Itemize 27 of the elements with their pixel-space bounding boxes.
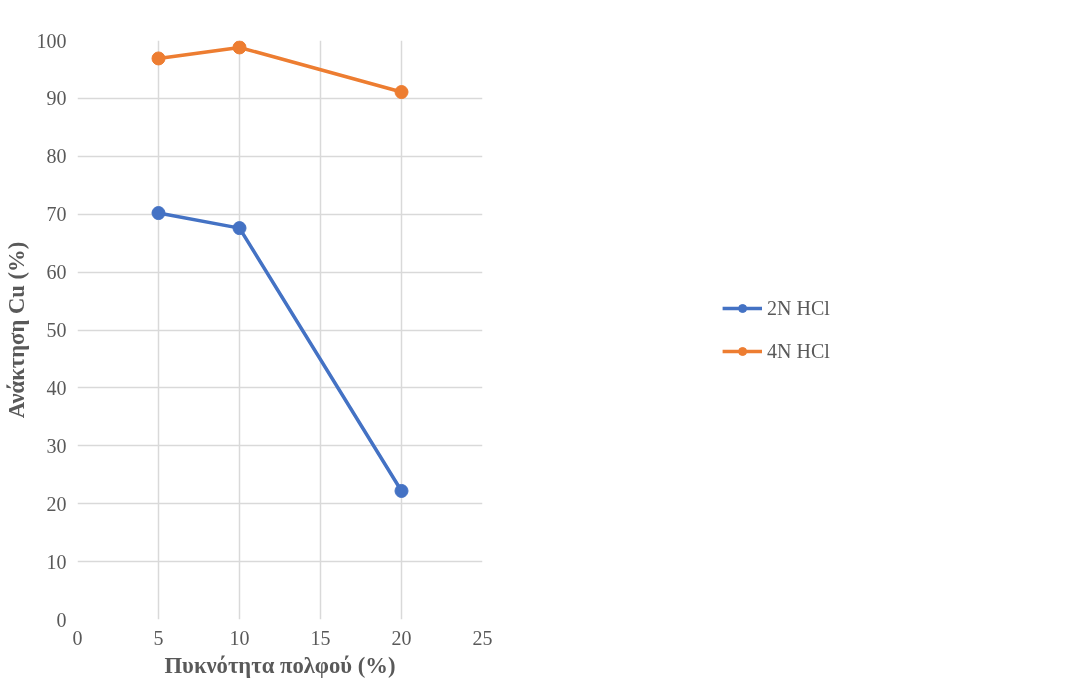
point [151,51,166,66]
y-tick-label: 20 [46,492,67,515]
x-tick-label: 10 [229,626,250,649]
x-axis-title: Πυκνότητα πολφού (%) [164,652,396,678]
point [232,40,247,55]
y-tick-label: 10 [46,550,67,573]
y-tick-label: 70 [46,203,67,226]
x-tick-label: 20 [391,626,412,649]
x-tick-label: 0 [72,626,83,649]
x-tick-label: 25 [472,626,493,649]
y-tick-label: 80 [46,145,67,168]
y-tick-label: 50 [46,319,67,341]
point [232,221,247,236]
legend-label: 4N HCl [767,339,830,363]
y-tick-label: 60 [46,261,67,284]
point [394,483,409,498]
legend-label: 2N HCl [767,296,830,320]
y-axis-title: Ανάκτηση Cu (%) [3,241,29,419]
x-tick-label: 15 [310,626,331,649]
y-tick-label: 0 [56,608,67,631]
y-tick-label: 40 [46,376,67,399]
y-tick-label: 90 [46,87,67,110]
x-tick-label: 5 [153,626,164,649]
point [394,85,409,100]
y-tick-label: 100 [36,29,67,52]
y-tick-label: 30 [46,434,67,457]
point [151,206,166,221]
